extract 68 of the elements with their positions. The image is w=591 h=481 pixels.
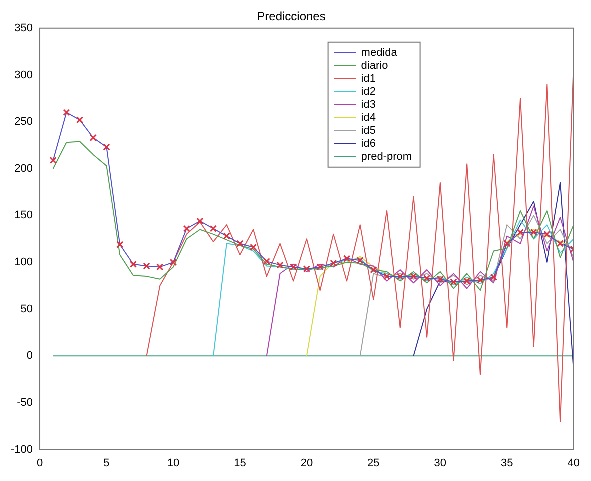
point [556,240,564,248]
point [210,225,218,232]
point [396,272,404,280]
point [63,109,70,116]
point [490,274,498,282]
legend-label: pred-prom [361,150,412,163]
y-tick-label: 350 [14,22,34,34]
legend-label: id4 [361,112,376,124]
x-tick-label: 0 [36,457,44,470]
point [290,264,298,271]
point [90,134,97,142]
point [143,262,150,270]
x-tick-label: 35 [501,457,514,470]
point [504,240,511,248]
x-tick-label: 15 [234,457,246,470]
point [516,228,524,236]
legend-label: id2 [361,86,376,98]
point [544,230,551,238]
point [156,264,164,271]
legend-label: diario [361,60,388,72]
point [183,225,190,232]
point [436,276,444,283]
point [250,244,258,252]
point [530,228,538,236]
point [236,240,244,248]
point [116,241,124,248]
y-tick-label: 0 [26,350,34,362]
legend-label: medida [361,46,398,59]
point [450,278,458,286]
y-tick-label: -50 [17,397,34,410]
y-tick-label: 150 [14,210,34,222]
legend-label: id1 [361,72,376,85]
point [356,257,364,264]
x-tick-label: 25 [368,457,380,470]
y-tick-label: -100 [10,444,34,456]
y-tick-label: 250 [14,116,34,128]
point [223,232,230,240]
x-tick-label: 10 [167,457,180,470]
point [343,255,351,262]
x-tick-label: 40 [568,457,580,470]
point [370,266,378,274]
point [170,258,178,266]
point [476,276,484,284]
chart-title: Predicciones [257,10,326,24]
point [330,260,338,268]
point [130,260,138,268]
point [303,265,311,273]
legend-label: id3 [361,98,376,111]
point [76,116,84,124]
legend-label: id6 [361,138,376,150]
y-tick-label: 100 [14,256,34,269]
point [464,278,471,285]
y-tick-label: 50 [20,303,34,316]
x-tick-label: 5 [104,457,110,470]
point [423,274,431,282]
y-tick-label: 200 [14,162,34,175]
y-tick-label: 300 [14,69,34,82]
point [103,144,110,151]
x-tick-label: 20 [300,457,314,470]
legend-label: id5 [361,124,376,137]
point [316,264,324,271]
point [263,258,270,266]
point [50,156,57,164]
x-tick-label: 30 [434,457,447,470]
point [383,272,391,280]
point [410,272,418,280]
point [196,218,204,225]
point [276,262,284,269]
